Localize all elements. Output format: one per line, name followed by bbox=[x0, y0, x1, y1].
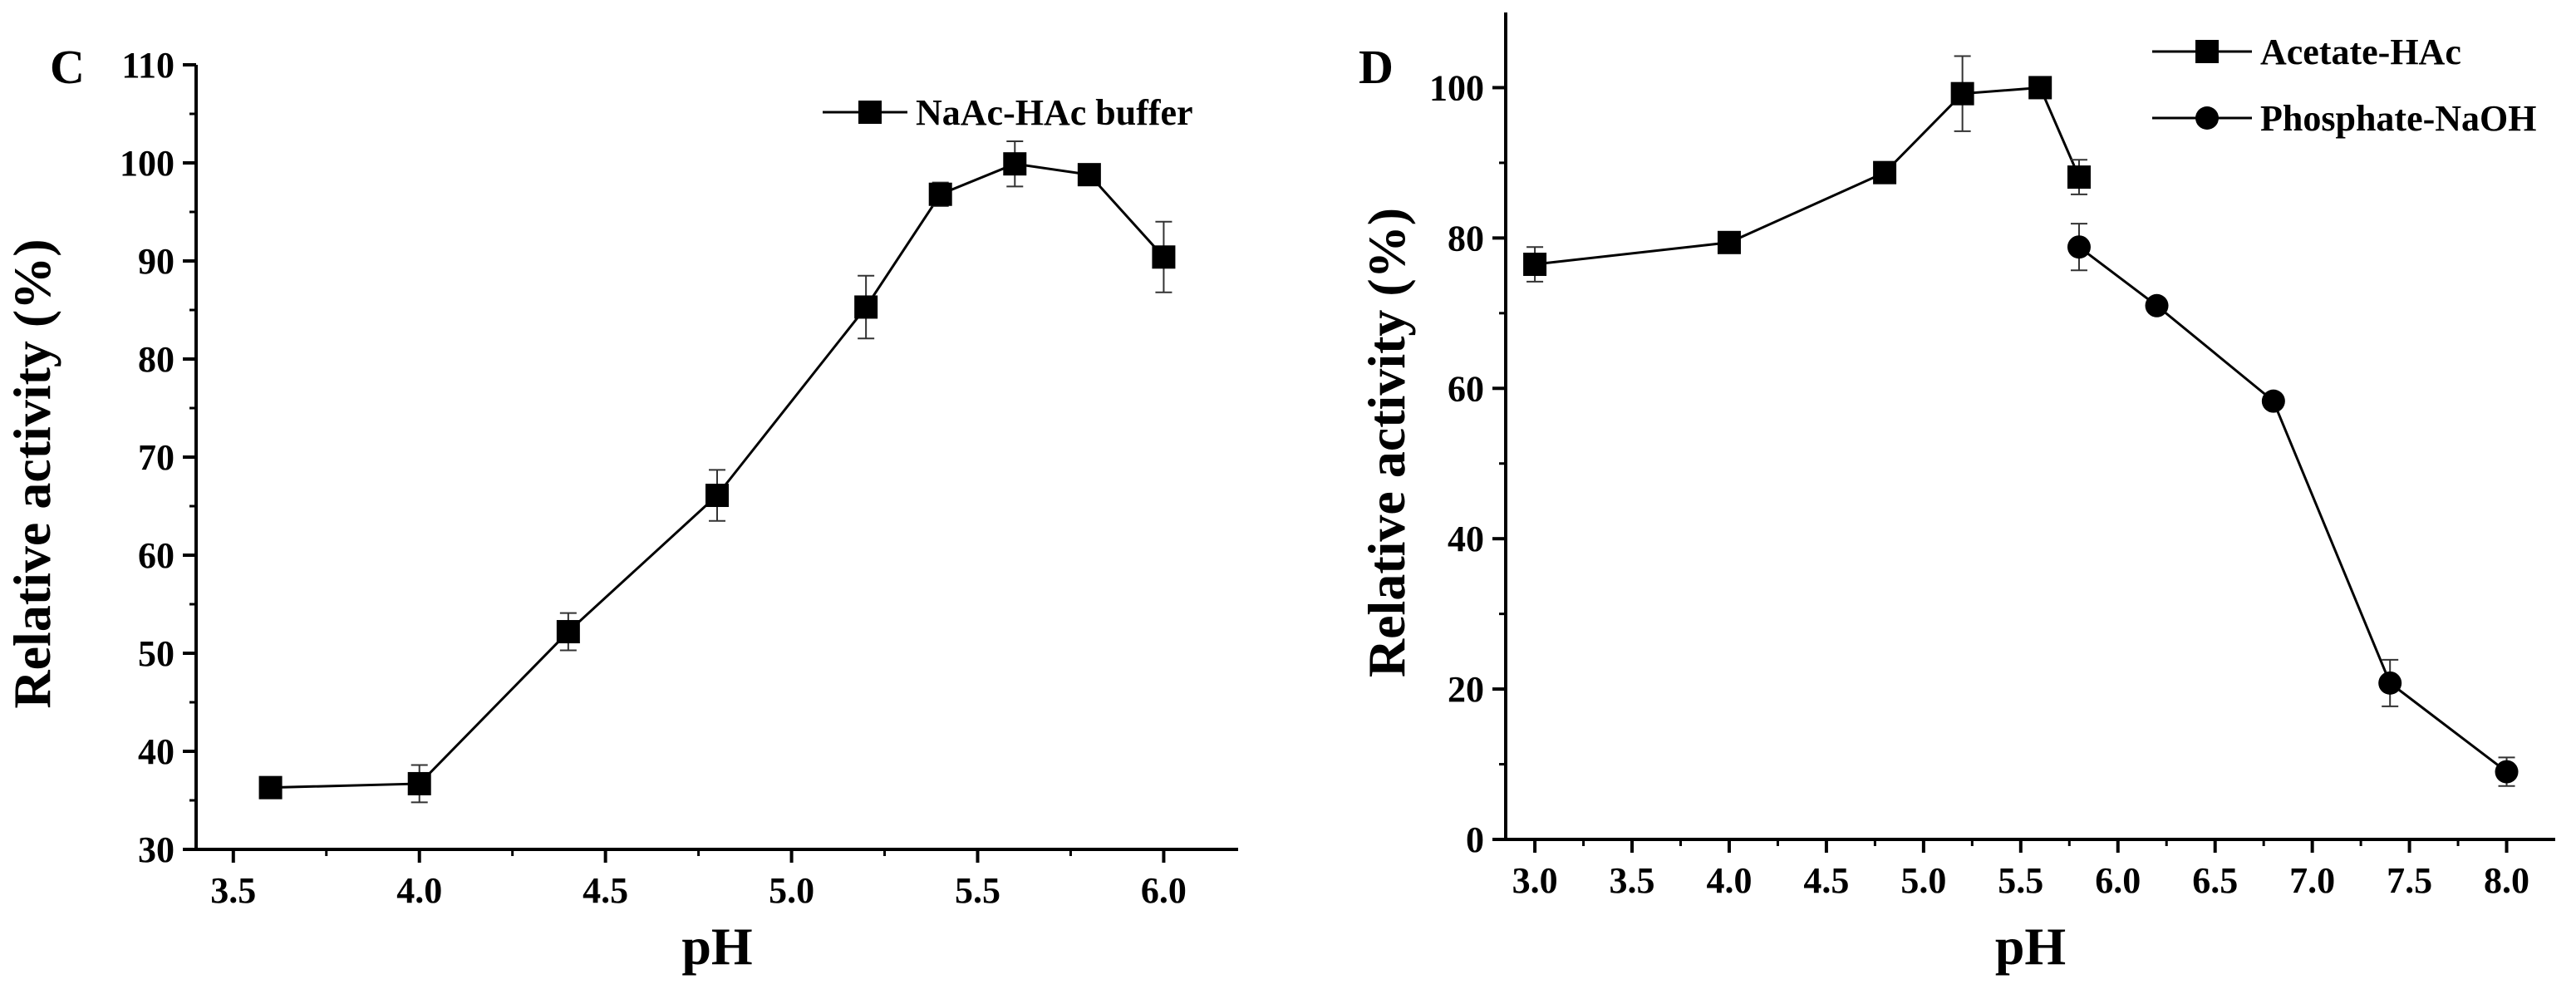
legend-marker bbox=[858, 101, 882, 124]
data-point bbox=[407, 771, 431, 795]
legend-entry: Phosphate-NaOH bbox=[2152, 98, 2536, 139]
data-point bbox=[2067, 235, 2091, 259]
x-tick-label: 5.0 bbox=[769, 870, 814, 911]
chart-panel-d: D 3.0 3.5 4.0 4.5 5.0 5.5 6.0 6.5 7.0 7.5 8.0 0 20 40 6… bbox=[1357, 12, 2555, 976]
x-axis-title: pH bbox=[681, 917, 752, 976]
series-phosphate-naoh bbox=[2067, 223, 2519, 787]
legend-marker bbox=[2195, 106, 2219, 130]
y-tick-label: 50 bbox=[138, 633, 175, 674]
legend-label: Acetate-HAc bbox=[2260, 32, 2461, 72]
data-point bbox=[1950, 81, 1974, 106]
y-axis-title: Relative activity (%) bbox=[1357, 208, 1416, 677]
series-line bbox=[1534, 86, 2081, 266]
x-tick-label: 3.0 bbox=[1512, 860, 1558, 901]
data-point bbox=[1717, 230, 1741, 254]
y-tick-label: 100 bbox=[120, 143, 175, 184]
legend-label: NaAc-HAc buffer bbox=[916, 92, 1193, 133]
data-point bbox=[1077, 163, 1101, 187]
y-tick-label: 60 bbox=[1448, 368, 1484, 409]
y-axis-title: Relative activity (%) bbox=[2, 239, 61, 708]
x-tick-label: 6.0 bbox=[1141, 870, 1187, 911]
x-tick-label: 4.5 bbox=[1803, 860, 1849, 901]
x-tick-label: 6.5 bbox=[2192, 860, 2238, 901]
x-tick-label: 4.0 bbox=[396, 870, 442, 911]
data-point bbox=[2495, 760, 2519, 784]
series-naac-hac-buffer bbox=[258, 140, 1176, 804]
legend-entry: Acetate-HAc bbox=[2152, 32, 2461, 72]
y-tick-label: 60 bbox=[138, 535, 175, 576]
y-tick-label: 70 bbox=[138, 437, 175, 478]
data-point bbox=[1523, 253, 1547, 277]
data-point bbox=[928, 182, 952, 206]
x-tick-label: 5.0 bbox=[1900, 860, 1946, 901]
legend-entry: NaAc-HAc buffer bbox=[823, 92, 1193, 133]
data-point bbox=[2067, 165, 2091, 189]
data-point bbox=[2145, 293, 2169, 317]
x-tick-label: 7.0 bbox=[2289, 860, 2335, 901]
data-point bbox=[2378, 671, 2402, 695]
x-axis-title: pH bbox=[1995, 917, 2066, 976]
x-tick-label: 6.0 bbox=[2095, 860, 2141, 901]
y-tick-label: 40 bbox=[1448, 519, 1484, 559]
legend-marker bbox=[2195, 40, 2219, 63]
data-point bbox=[1152, 245, 1176, 269]
y-tick-label: 110 bbox=[121, 45, 175, 86]
panel-label: D bbox=[1359, 40, 1394, 94]
legend-label: Phosphate-NaOH bbox=[2260, 98, 2536, 139]
y-tick-label: 0 bbox=[1466, 819, 1484, 860]
x-tick-label: 4.0 bbox=[1706, 860, 1752, 901]
data-point bbox=[2028, 76, 2052, 100]
y-tick-label: 40 bbox=[138, 731, 175, 772]
data-point bbox=[1003, 152, 1027, 176]
data-point bbox=[556, 620, 580, 644]
x-tick-label: 7.5 bbox=[2387, 860, 2432, 901]
data-point bbox=[705, 484, 729, 508]
y-tick-label: 90 bbox=[138, 241, 175, 282]
y-tick-label: 80 bbox=[138, 339, 175, 380]
chart-panel-c: C 3.5 4.0 4.5 5.0 5.5 6.0 30 40 50 60 70 80 90 100 110 p… bbox=[2, 40, 1238, 976]
y-tick-label: 100 bbox=[1429, 67, 1484, 108]
data-point bbox=[258, 775, 283, 800]
y-tick-label: 30 bbox=[138, 829, 175, 870]
data-point bbox=[2261, 389, 2285, 413]
y-tick-label: 80 bbox=[1448, 218, 1484, 258]
x-tick-label: 8.0 bbox=[2484, 860, 2529, 901]
x-tick-label: 3.5 bbox=[1610, 860, 1655, 901]
x-tick-label: 5.5 bbox=[1998, 860, 2043, 901]
x-tick-label: 4.5 bbox=[583, 870, 628, 911]
data-point bbox=[854, 295, 878, 319]
panel-label: C bbox=[50, 40, 85, 94]
data-point bbox=[1873, 160, 1897, 185]
x-tick-label: 3.5 bbox=[210, 870, 256, 911]
x-tick-label: 5.5 bbox=[955, 870, 1000, 911]
series-line bbox=[2078, 246, 2508, 773]
series-acetate-hac bbox=[1523, 55, 2091, 283]
y-tick-label: 20 bbox=[1448, 669, 1484, 710]
